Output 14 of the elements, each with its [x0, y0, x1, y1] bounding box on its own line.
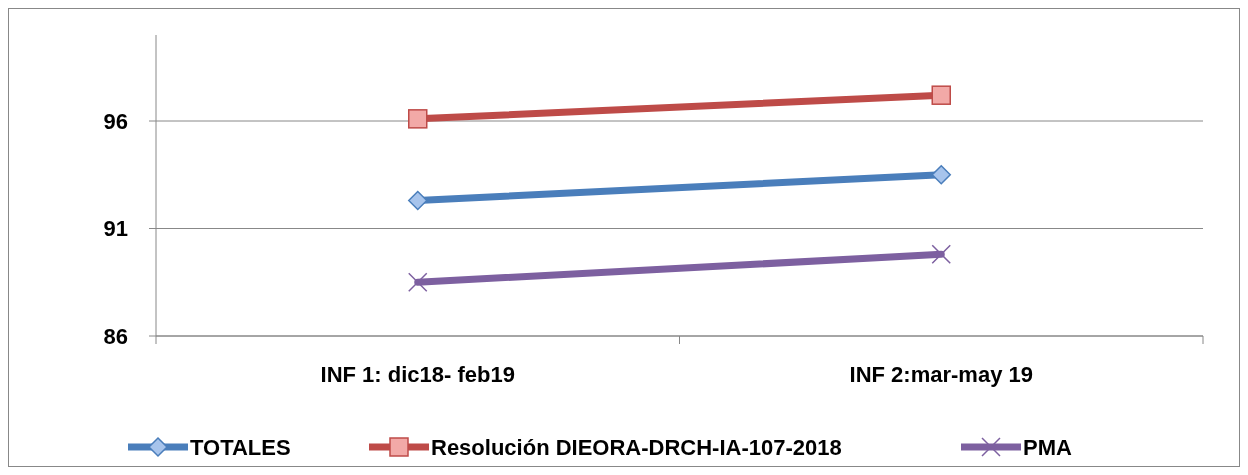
point: [408, 190, 428, 211]
legend-label: TOTALES: [190, 434, 291, 460]
point: [408, 272, 428, 292]
y-tick-label: 86: [103, 323, 128, 349]
point: [931, 165, 951, 185]
legend-label: Resolución DIEORA-DRCH-IA-107-2018: [431, 434, 842, 460]
x-tick-label: INF 1: dic18- feb19: [320, 362, 515, 387]
point: [408, 109, 428, 129]
x-tick-label: INF 2:mar-may 19: [849, 362, 1033, 387]
y-tick-label: 96: [103, 108, 128, 134]
y-tick-label: 91: [103, 216, 128, 242]
point: [931, 85, 951, 105]
point: [931, 244, 951, 265]
legend-label: PMA: [1023, 434, 1072, 460]
